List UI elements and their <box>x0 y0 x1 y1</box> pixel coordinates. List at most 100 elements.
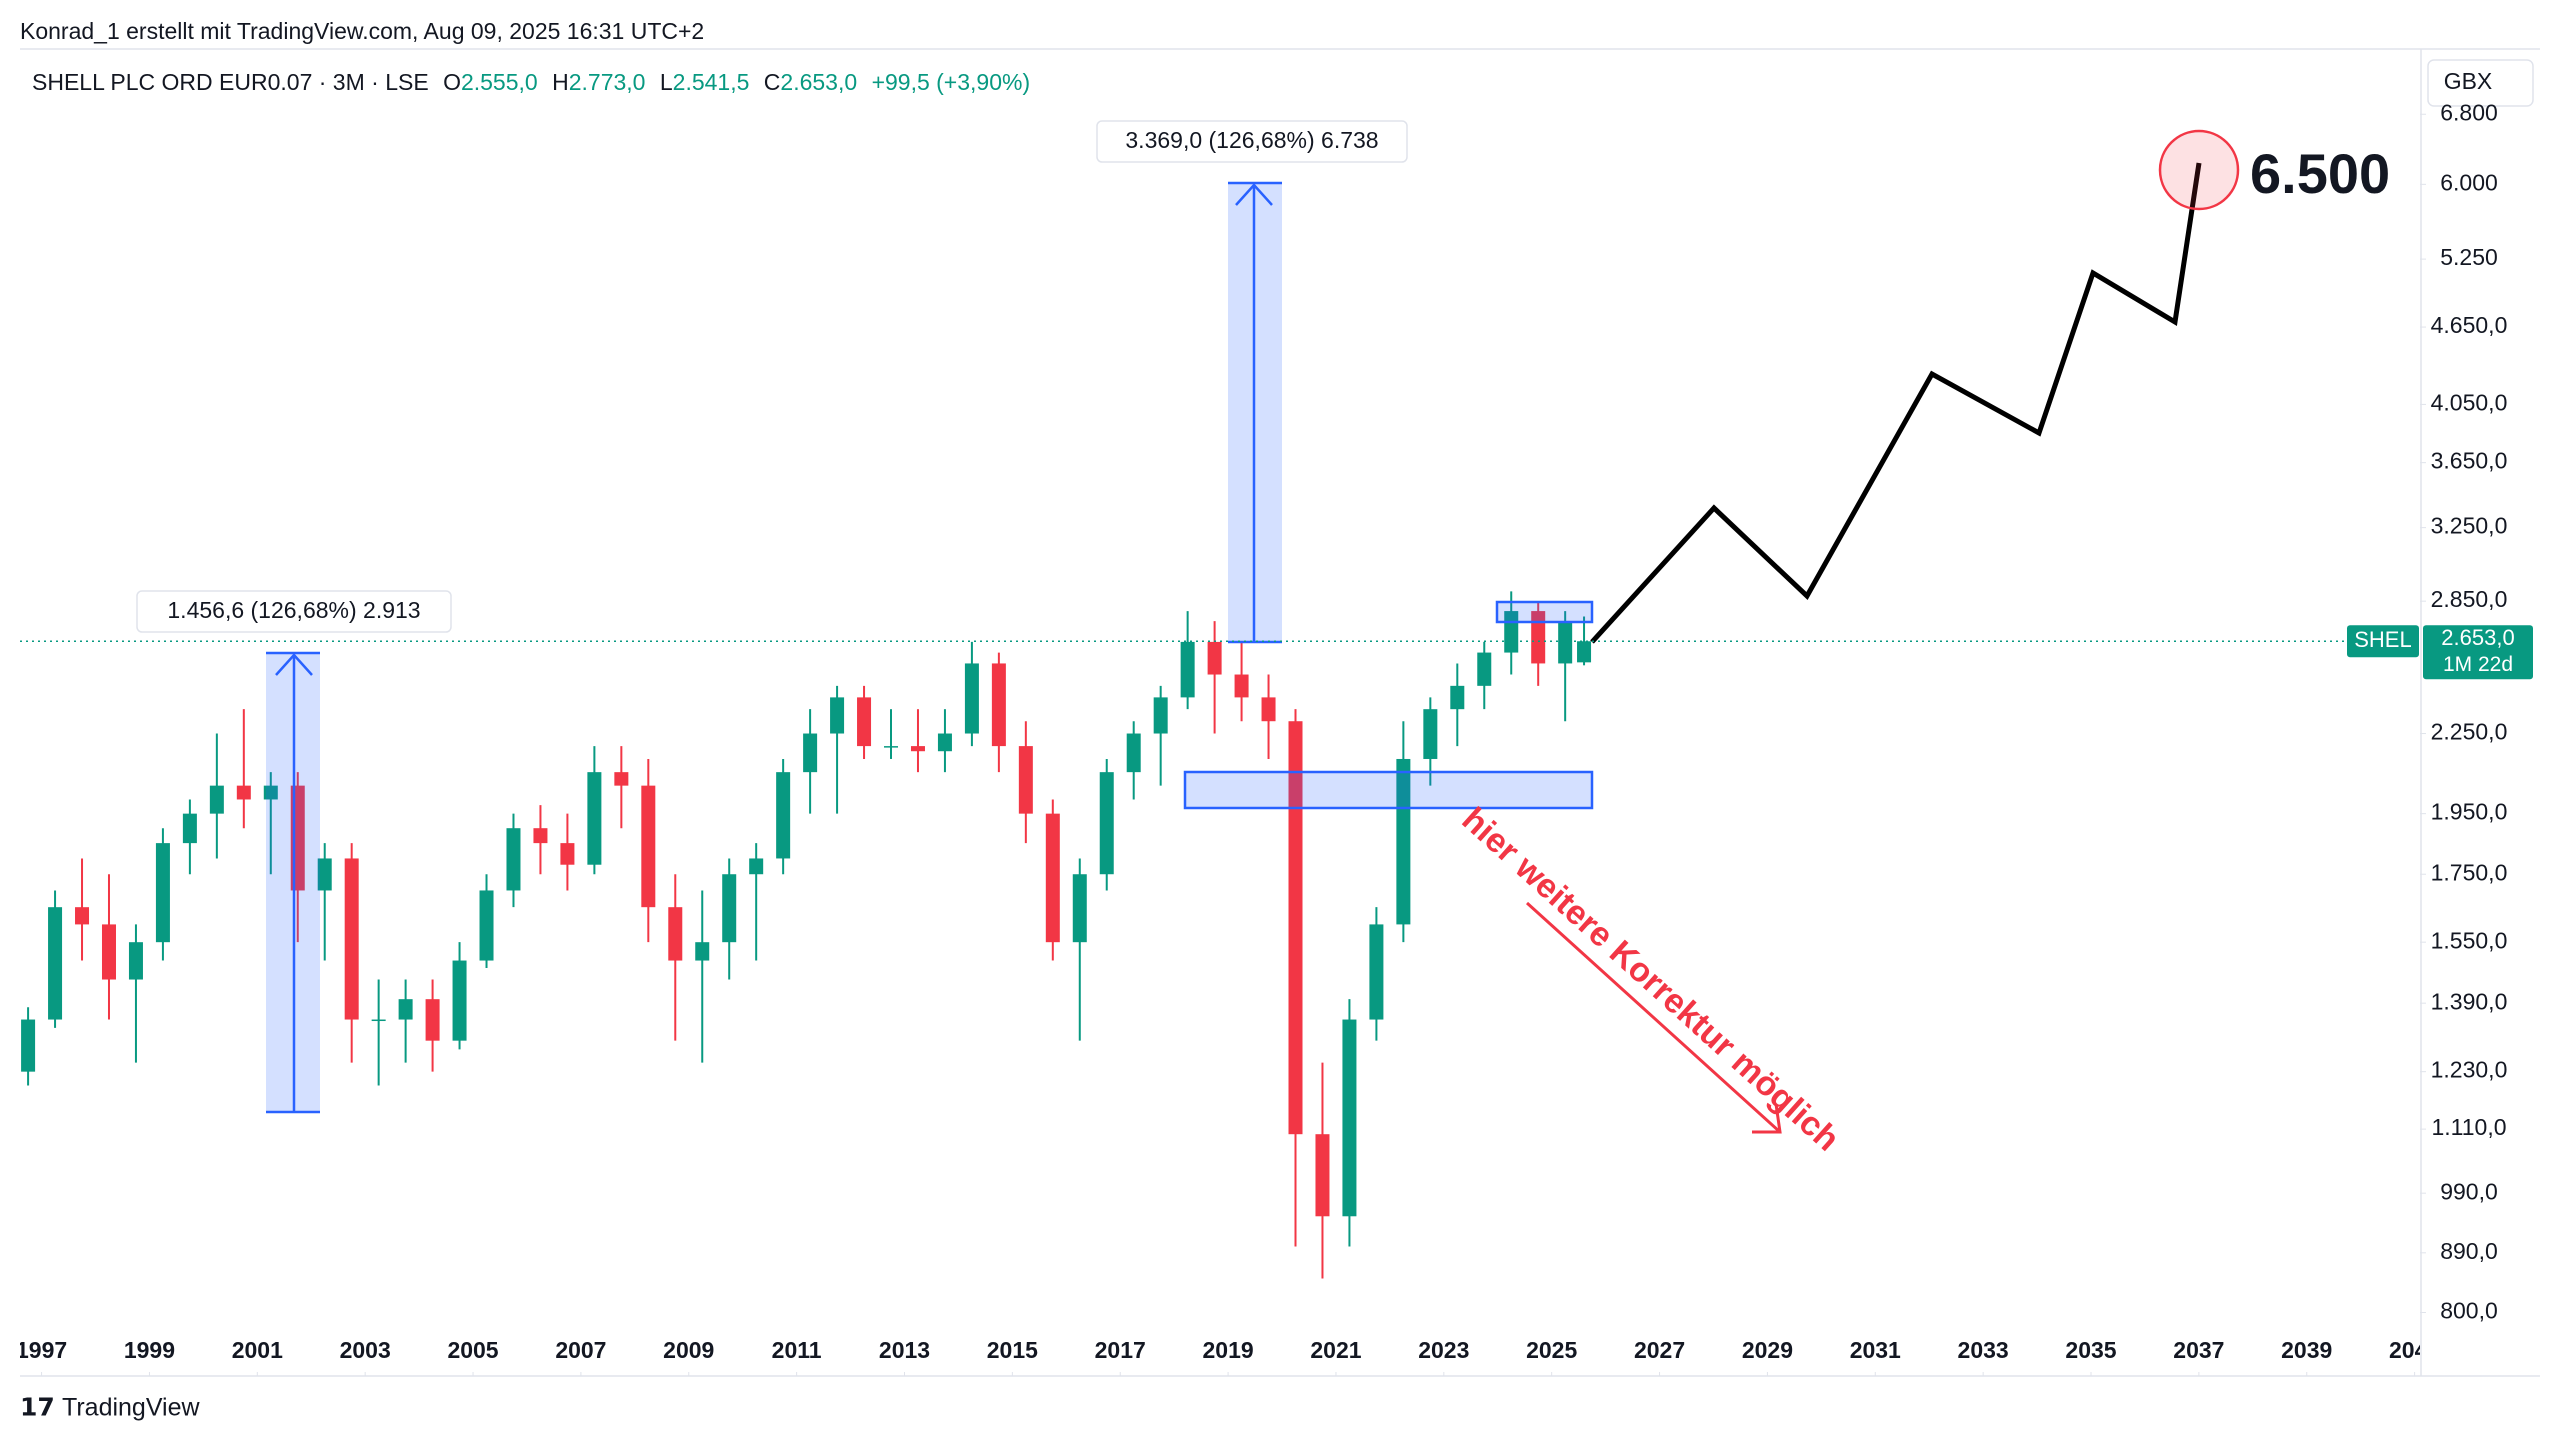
candle-body <box>344 858 359 1020</box>
x-tick-label: 2001 <box>232 1337 283 1363</box>
support-zone <box>1183 770 1594 810</box>
measure-label: 3.369,0 (126,68%) 6.738 <box>1125 127 1378 153</box>
x-tick-label: 2029 <box>1742 1337 1793 1363</box>
candle-body <box>776 772 791 859</box>
resistance-zone <box>1495 600 1594 624</box>
y-tick-label: 1.750,0 <box>2431 859 2508 885</box>
x-tick-label: 2005 <box>447 1337 498 1363</box>
note-arrow <box>1525 901 1782 1134</box>
candle-body <box>614 772 629 786</box>
candle-body <box>1126 733 1141 773</box>
candle-body <box>533 828 548 844</box>
candle-body <box>830 697 845 734</box>
c-label: C <box>764 69 781 95</box>
logo-mark: 𝟭𝟳 <box>20 1394 55 1422</box>
y-tick-label: 4.650,0 <box>2431 312 2508 338</box>
candle-body <box>991 663 1006 747</box>
candles <box>21 591 1592 1279</box>
y-tick-label: 3.250,0 <box>2431 513 2508 539</box>
y-tick-label: 4.050,0 <box>2431 389 2508 415</box>
candle-body <box>506 828 521 891</box>
y-tick-label: 6.800 <box>2440 99 2498 125</box>
candle-body <box>964 663 979 734</box>
y-tick-label: 2.250,0 <box>2431 719 2508 745</box>
y-tick-label: 1.110,0 <box>2431 1114 2506 1140</box>
x-tick-label: 2027 <box>1634 1337 1685 1363</box>
y-tick-label: 3.650,0 <box>2431 448 2508 474</box>
x-tick-label: 2035 <box>2065 1337 2116 1363</box>
y-tick-label: 1.230,0 <box>2431 1057 2508 1083</box>
o-label: O <box>443 69 461 95</box>
measure-label: 1.456,6 (126,68%) 2.913 <box>167 597 420 623</box>
projection-path <box>1590 162 2202 644</box>
x-tick-label: 2041 <box>2389 1337 2440 1363</box>
h-value: 2.773,0 <box>569 69 646 95</box>
price-value: 2.653,0 <box>2441 625 2514 650</box>
l-label: L <box>660 69 673 95</box>
x-tick-label: 2013 <box>879 1337 930 1363</box>
x-tick-label: 2025 <box>1526 1337 1577 1363</box>
price-name: SHEL <box>2354 627 2411 652</box>
x-tick-label: 2033 <box>1958 1337 2009 1363</box>
target-circle <box>2158 129 2240 211</box>
candle-body <box>695 942 710 961</box>
candle-body <box>1045 813 1060 943</box>
currency-box[interactable] <box>2427 59 2534 107</box>
candle-body <box>1396 758 1411 925</box>
candle-body <box>560 843 575 865</box>
note-arrowhead <box>1752 1103 1782 1134</box>
change: +99,5 (+3,90%) <box>872 69 1031 95</box>
candle-body <box>910 746 925 752</box>
candle-body <box>209 785 224 814</box>
y-tick-label: 1.550,0 <box>2431 927 2508 953</box>
candle-body <box>1315 1134 1330 1217</box>
x-tick-label: 2019 <box>1203 1337 1254 1363</box>
candle-body <box>425 999 440 1041</box>
l-value: 2.541,5 <box>673 69 750 95</box>
candle-body <box>1099 772 1114 875</box>
currency[interactable]: GBX <box>2444 68 2493 94</box>
candle-body <box>182 813 197 844</box>
candle-body <box>1342 1019 1357 1217</box>
candle-body <box>371 1019 386 1022</box>
measure-arrow <box>275 653 313 676</box>
candle-body <box>641 785 656 908</box>
price-countdown: 1M 22d <box>2443 653 2513 676</box>
candle-body <box>101 924 116 980</box>
candle-body <box>263 785 278 800</box>
author-line: Konrad_1 erstellt mit TradingView.com, A… <box>20 18 704 44</box>
candle-body <box>1477 652 1492 686</box>
y-tick-label: 5.250 <box>2440 244 2498 270</box>
candle-body <box>1261 697 1276 722</box>
candle-body <box>21 1019 36 1072</box>
candle-body <box>1234 674 1249 698</box>
candle-body <box>587 772 602 865</box>
y-tick-label: 2.850,0 <box>2431 586 2508 612</box>
candle-body <box>722 874 737 943</box>
candle-body <box>749 858 764 875</box>
candle-body <box>452 960 467 1041</box>
candle-body <box>1531 611 1546 664</box>
candle-body <box>317 858 332 891</box>
measure-arrow <box>1235 183 1273 206</box>
x-tick-label: 2039 <box>2281 1337 2332 1363</box>
candle-body <box>1369 924 1384 1020</box>
candle-body <box>1288 721 1303 1135</box>
candle-body <box>128 942 143 980</box>
y-tick-label: 1.950,0 <box>2431 799 2508 825</box>
c-value: 2.653,0 <box>780 69 857 95</box>
y-tick-label: 890,0 <box>2440 1238 2498 1264</box>
x-tick-label: 2009 <box>663 1337 714 1363</box>
x-tick-label: 1997 <box>16 1337 67 1363</box>
candle-body <box>1180 641 1195 698</box>
x-axis: 1997 1999 2001 2003 2005 2007 2009 2011 2013 2015… <box>16 1337 2440 1376</box>
header-ohlc: SHELL PLC ORD EUR0.07 · 3M · LSE O2.555,… <box>32 69 1030 95</box>
candle-body <box>48 907 63 1020</box>
x-tick-label: 1999 <box>124 1337 175 1363</box>
candle-body <box>1072 874 1087 943</box>
candle-body <box>236 785 251 800</box>
y-tick-label: 990,0 <box>2440 1178 2498 1204</box>
y-tick-label: 6.000 <box>2440 169 2498 195</box>
